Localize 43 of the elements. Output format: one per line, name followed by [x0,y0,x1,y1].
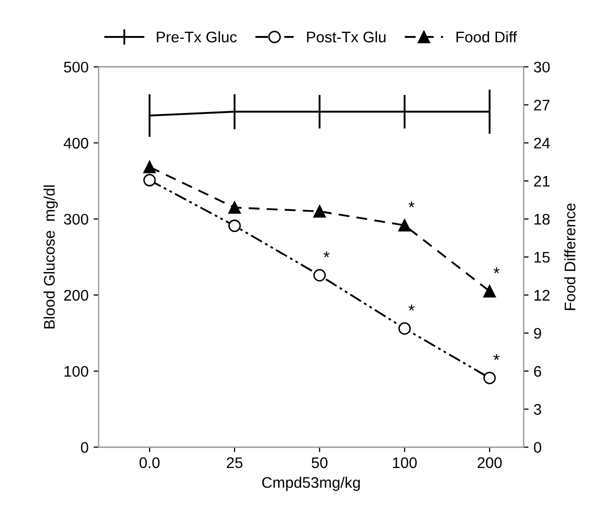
annotation: * [494,267,500,274]
y-tick-label: 100 [64,366,88,377]
point [143,174,156,186]
y2-tick-label: 21 [534,176,550,186]
y-tick-label: 500 [64,62,88,73]
annotation: * [408,304,415,311]
annotation: * [324,251,330,258]
annotation: * [408,201,415,208]
x-tick-label: 0.0 [140,457,160,468]
point [313,269,326,282]
point [483,284,496,298]
y2-tick-label: 6 [534,366,542,377]
x-axis-title: Cmpd53mg/kg [262,476,360,491]
point [143,160,156,174]
y-tick-label: 0 [80,442,88,453]
y2-tick-label: 30 [534,62,550,73]
point [398,219,411,232]
y2-tick-label: 15 [534,252,550,263]
legend-label: Pre-Tx Gluc [156,31,237,42]
point [228,220,241,232]
y-axis-title: Blood Glucose mg/dl [44,185,58,328]
point [228,201,241,214]
point [483,372,496,384]
point [398,322,411,335]
y2-tick-label: 18 [534,214,550,225]
y2-axis-title: Food Difference [564,203,576,310]
y2-tick-label: 0 [534,442,542,453]
y2-tick-label: 12 [534,290,550,301]
y-tick-label: 300 [64,214,88,225]
y2-tick-label: 24 [534,138,550,148]
y-tick-label: 400 [64,138,88,149]
point [313,205,326,218]
x-tick-label: 25 [226,457,242,468]
x-tick-label: 50 [312,457,328,468]
y2-tick-label: 27 [534,100,550,110]
x-tick-label: 100 [393,457,417,468]
legend-label: Food Diff [456,31,517,42]
y2-tick-label: 3 [534,404,542,415]
x-tick-label: 200 [478,457,502,468]
legend-label: Post-Tx Glu [307,31,386,42]
annotation: * [494,354,500,360]
y2-tick-label: 9 [534,328,542,339]
y-tick-label: 200 [64,290,88,301]
